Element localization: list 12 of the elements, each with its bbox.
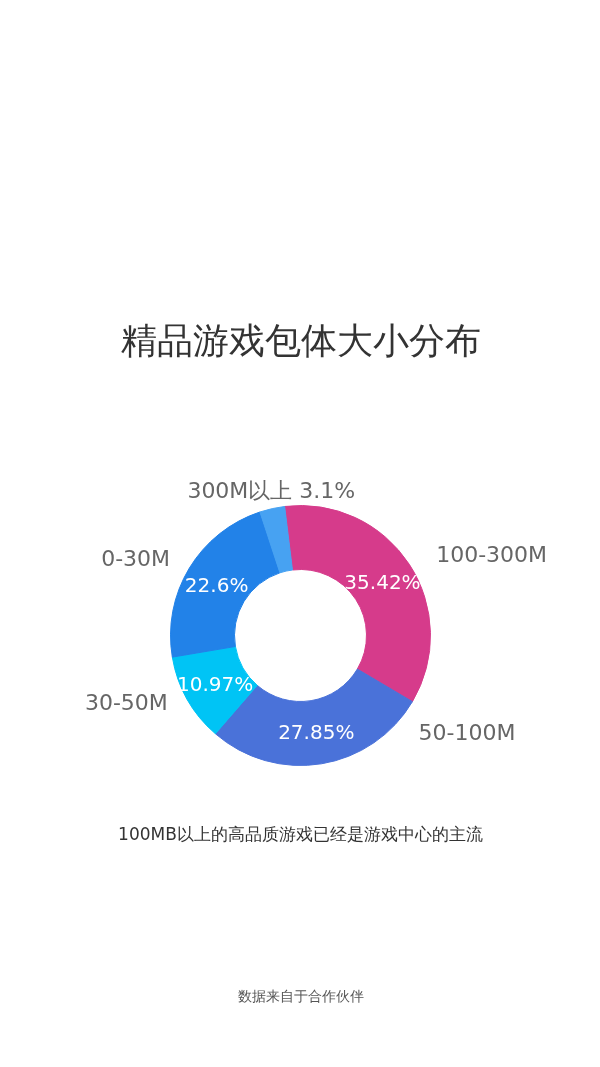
slice-label: 0-30M (101, 546, 171, 572)
slice-label: 300M以上 3.1% (187, 478, 356, 504)
chart-title: 精品游戏包体大小分布 (120, 320, 481, 361)
slice-label: 50-100M (418, 720, 516, 746)
text: 数据来自于合作伙伴 (237, 987, 364, 1004)
slice-label: 30-50M (84, 690, 168, 716)
text: 100MB以上的高品质游戏已经是游戏中心的主流 (118, 823, 483, 844)
data-label: 35.42% (344, 569, 421, 594)
slice-label: 100-300M (436, 541, 548, 567)
data-label: 22.6% (184, 572, 249, 597)
data-label: 27.85% (278, 720, 355, 745)
data-label: 10.97% (176, 671, 254, 696)
